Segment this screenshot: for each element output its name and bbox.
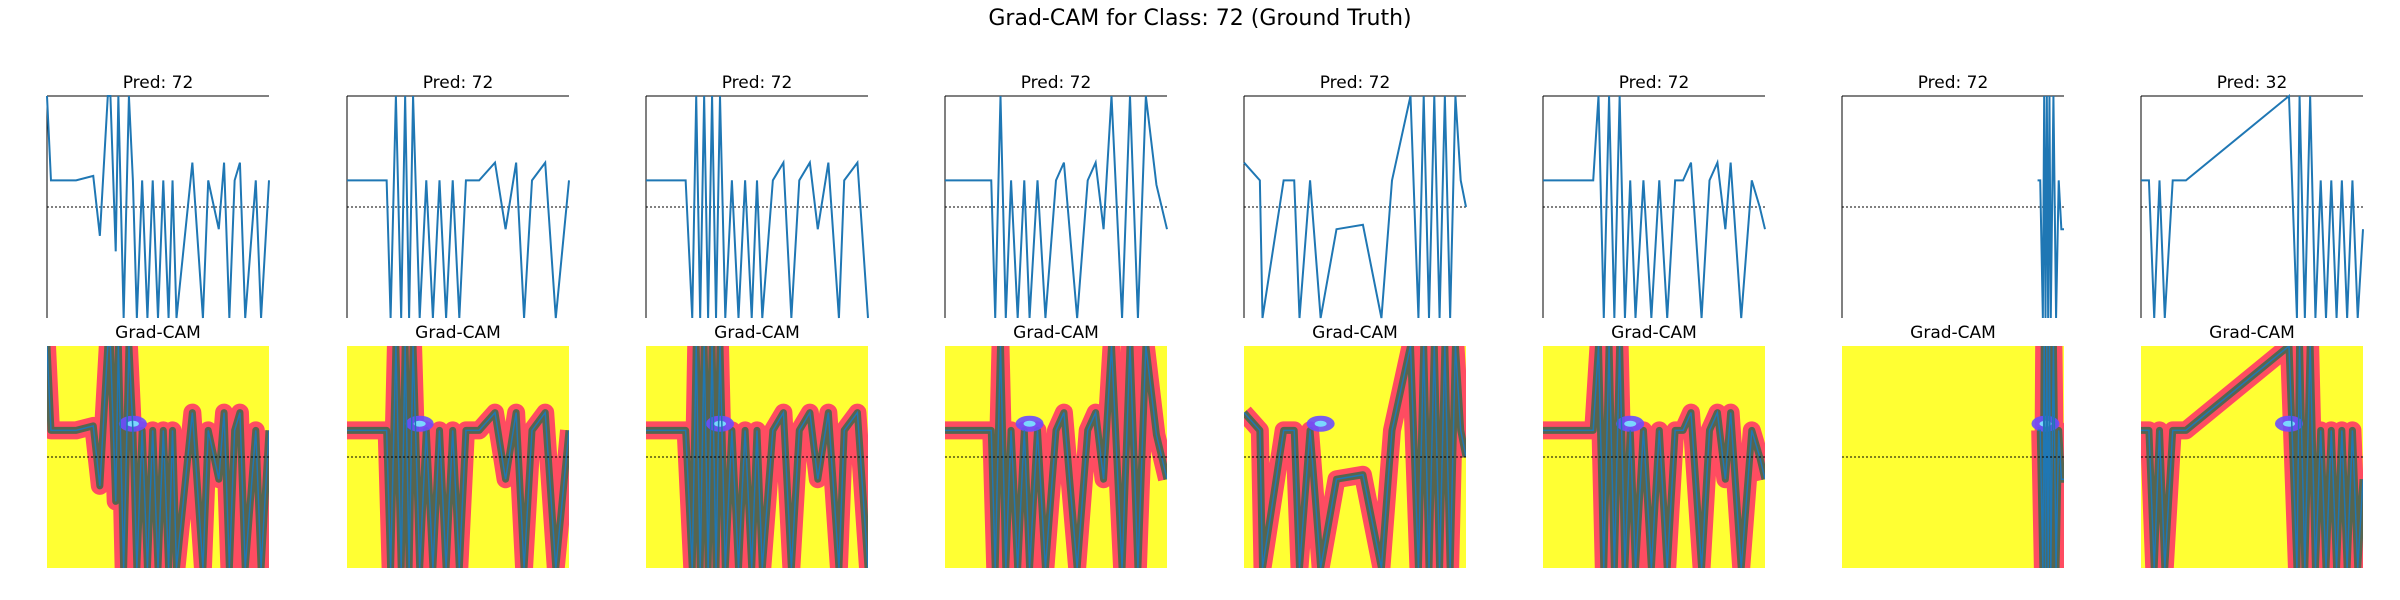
series-line	[2037, 95, 2064, 319]
overlay-line	[945, 346, 1167, 568]
line-panel: Pred: 72	[46, 73, 270, 319]
panel-title: Grad-CAM	[415, 323, 501, 343]
gradcam-panel: Grad-CAM	[646, 323, 868, 568]
gradcam-panel: Grad-CAM	[347, 323, 569, 568]
line-panel: Pred: 72	[1243, 73, 1467, 319]
series-line	[646, 95, 869, 319]
line-panel: Pred: 32	[2140, 73, 2364, 319]
gradcam-panel: Grad-CAM	[945, 323, 1167, 568]
gradcam-panel: Grad-CAM	[47, 323, 269, 568]
gradcam-panel: Grad-CAM	[1842, 323, 2064, 568]
series-line	[945, 95, 1168, 319]
series-line	[1243, 95, 1467, 319]
overlay-line	[1543, 346, 1765, 568]
panel-title: Pred: 72	[1320, 73, 1391, 93]
panel-title: Grad-CAM	[1910, 323, 1996, 343]
overlay-line	[2037, 346, 2064, 568]
panel-title: Pred: 72	[722, 73, 793, 93]
line-panel: Pred: 72	[645, 73, 869, 319]
line-panel: Pred: 72	[1841, 73, 2064, 319]
figure-title: Grad-CAM for Class: 72 (Ground Truth)	[988, 6, 1412, 31]
panel-title: Pred: 72	[423, 73, 494, 93]
series-line	[347, 95, 570, 319]
gradcam-panel: Grad-CAM	[2141, 323, 2363, 568]
overlay-line	[2141, 346, 2363, 568]
panel-title: Grad-CAM	[1013, 323, 1099, 343]
heat-peak-core	[1624, 420, 1637, 427]
line-panel: Pred: 72	[1542, 73, 1766, 319]
heat-peak-core	[1023, 420, 1036, 427]
panel-title: Grad-CAM	[1312, 323, 1398, 343]
overlay-line	[1244, 346, 1466, 568]
series-line	[1543, 95, 1766, 319]
panel-title: Grad-CAM	[1611, 323, 1697, 343]
heat-peak-core	[413, 420, 426, 427]
overlay-line	[47, 346, 269, 568]
panel-title: Pred: 72	[1021, 73, 1092, 93]
panel-title: Pred: 72	[1918, 73, 1989, 93]
panel-title: Pred: 72	[1619, 73, 1690, 93]
line-panel: Pred: 72	[944, 73, 1168, 319]
heat-peak-core	[714, 420, 726, 427]
line-panel: Pred: 72	[346, 73, 570, 319]
panel-title: Grad-CAM	[2209, 323, 2295, 343]
panel-title: Pred: 32	[2217, 73, 2288, 93]
series-line	[2141, 93, 2364, 319]
gradcam-panel: Grad-CAM	[1244, 323, 1466, 568]
heat-peak-core	[2283, 420, 2295, 427]
panel-title: Pred: 72	[123, 73, 194, 93]
series-line	[46, 95, 270, 319]
panel-title: Grad-CAM	[714, 323, 800, 343]
panel-title: Grad-CAM	[115, 323, 201, 343]
heat-peak-core	[1314, 420, 1327, 427]
gradcam-panel: Grad-CAM	[1543, 323, 1765, 568]
